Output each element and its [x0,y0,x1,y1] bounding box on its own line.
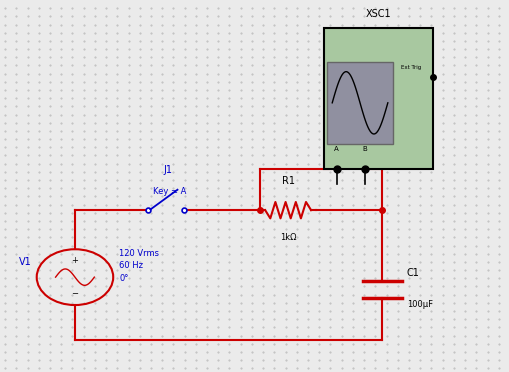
Text: R1: R1 [281,176,294,186]
Text: V1: V1 [19,257,32,267]
Text: C1: C1 [406,268,419,278]
Text: 100μF: 100μF [406,301,432,310]
Text: A: A [333,146,338,152]
Bar [323,28,433,169]
Text: J1: J1 [163,165,172,175]
Text: Key = A: Key = A [153,187,186,196]
Text: Ext Trig: Ext Trig [400,65,420,70]
Bar [326,62,392,144]
Text: B: B [361,146,366,152]
Text: 120 Vrms
60 Hz
0°: 120 Vrms 60 Hz 0° [119,249,159,283]
Text: XSC1: XSC1 [365,9,391,19]
Text: −: − [71,289,78,298]
Text: +: + [71,256,78,265]
Text: 1kΩ: 1kΩ [279,232,296,241]
